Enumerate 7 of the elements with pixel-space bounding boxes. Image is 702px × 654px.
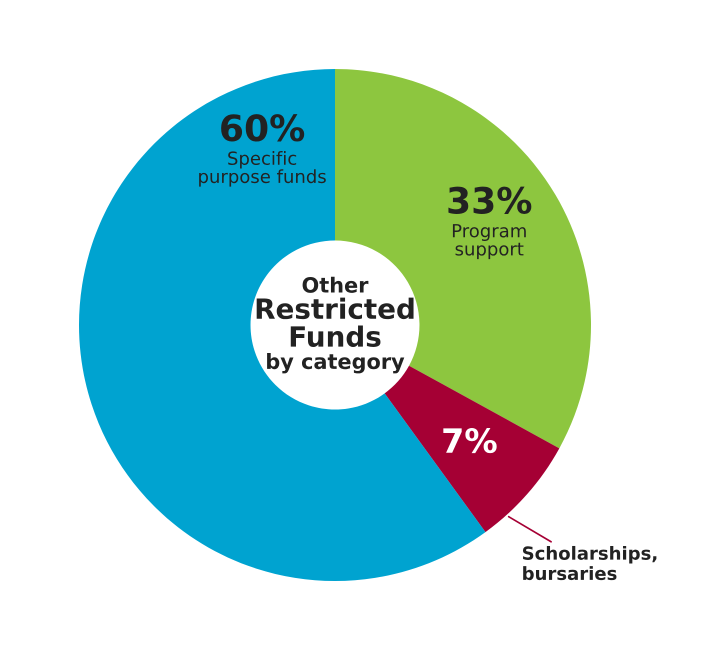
slice-label: Program support: [452, 224, 526, 260]
data-label: 33%: [448, 186, 532, 214]
data-label: 7%: [443, 428, 497, 454]
text: Other Restricted Funds by category: [256, 276, 414, 374]
data-label: 60%: [221, 114, 304, 142]
slice-label: Specific purpose funds: [199, 151, 326, 187]
slice-label: Scholarships, bursaries: [522, 546, 656, 580]
